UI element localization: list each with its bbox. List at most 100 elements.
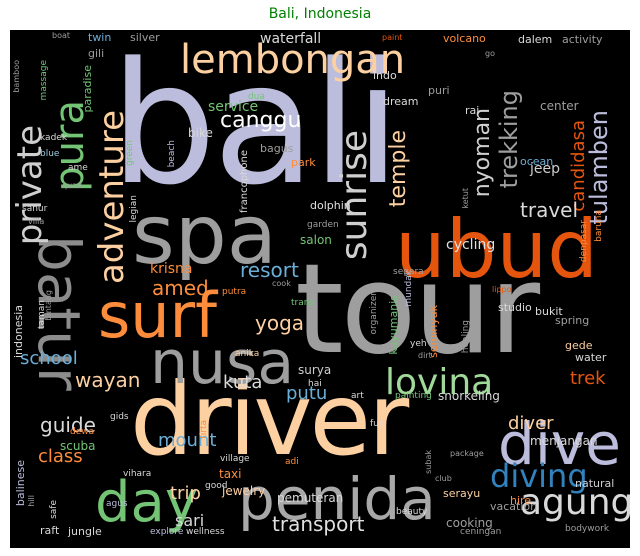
word-denpasar: denpasar <box>579 220 589 263</box>
word-bodywork: bodywork <box>565 524 610 534</box>
word-bamboo: bamboo <box>12 60 21 93</box>
word-kadek: kadek <box>40 133 68 143</box>
word-center: center <box>540 99 579 113</box>
word-jeep: jeep <box>530 161 561 177</box>
word-organizer: organizer <box>369 292 379 335</box>
word-blue: blue <box>40 149 60 159</box>
word-trek: trek <box>570 368 606 389</box>
word-hai: hai <box>308 379 322 389</box>
word-legian: legian <box>129 195 139 223</box>
word-school: school <box>20 348 78 369</box>
word-water: water <box>575 351 607 364</box>
word-volcano: volcano <box>443 32 486 45</box>
word-segara: segara <box>393 267 424 277</box>
word-good: good <box>205 481 228 491</box>
word-penida: penida <box>238 465 436 533</box>
word-menjangan: menjangan <box>530 434 598 448</box>
word-diving: diving <box>490 457 588 495</box>
word-bukit: bukit <box>535 305 563 318</box>
word-gili: gili <box>88 47 105 60</box>
word-club: club <box>435 474 452 483</box>
word-gids: gids <box>110 412 129 422</box>
word-sari: sari <box>175 511 205 530</box>
word-paint: paint <box>382 33 403 42</box>
word-adi: adi <box>285 457 299 467</box>
word-wellness: wellness <box>186 527 225 537</box>
word-dream: dream <box>383 95 419 108</box>
word-kayumanis: kayumanis <box>387 295 400 355</box>
word-trekking: trekking <box>495 90 523 189</box>
word-serayu: serayu <box>443 487 481 500</box>
word-green: green <box>125 140 135 166</box>
word-agus: agus <box>106 499 128 509</box>
word-balinese: balinese <box>14 460 27 507</box>
word-garden: garden <box>307 220 339 230</box>
word-wayan: wayan <box>75 368 141 392</box>
word-tukad: safe <box>49 500 59 519</box>
word-jewelry: jewelry <box>222 484 266 498</box>
word-transport: transport <box>272 512 365 536</box>
word-diver: diver <box>508 413 554 434</box>
word-villa: villa <box>28 217 45 226</box>
word-anika: anika <box>235 349 260 359</box>
word-beach: beach <box>167 140 177 168</box>
word-vacation: vacation <box>490 500 538 513</box>
word-canggu: canggu <box>220 108 302 133</box>
word-pura: pura <box>47 100 93 192</box>
word-service: service <box>208 99 259 115</box>
word-beauty: beauty <box>396 507 428 517</box>
word-temple: temple <box>386 130 411 208</box>
word-dalem: dalem <box>518 33 553 46</box>
word-ocean: ocean <box>520 155 554 168</box>
word-resort: resort <box>240 258 299 282</box>
word-dolphin: dolphin <box>310 199 351 212</box>
word-amed: amed <box>152 276 209 300</box>
word-batur: batur <box>25 235 93 391</box>
word-raft: raft <box>40 524 60 537</box>
word-baruna: baruna <box>594 210 604 242</box>
word-spring: spring <box>555 314 590 327</box>
word-village: village <box>220 454 250 464</box>
word-ame: ame <box>68 163 88 173</box>
word-tulamben: tulamben <box>585 110 613 225</box>
word-sunrise: sunrise <box>334 130 375 261</box>
word-indo: indo <box>373 69 397 82</box>
word-hire: hire <box>510 494 532 507</box>
word-scuba: scuba <box>60 439 96 453</box>
word-ketut: ketut <box>461 188 470 209</box>
word-massage: massage <box>39 60 49 101</box>
word-travel: travel <box>520 198 579 222</box>
word-subak: subak <box>424 450 433 474</box>
word-park: park <box>291 156 316 169</box>
word-trip: trip <box>170 483 201 504</box>
word-safe: hill <box>27 495 36 507</box>
word-putu: putu <box>286 383 328 404</box>
word-spa: spa <box>132 188 278 283</box>
word-vihara: vihara <box>123 469 152 479</box>
word-lovina: lovina <box>385 362 494 403</box>
chart-title: Bali, Indonesia <box>268 6 372 22</box>
word-pemuteran: pemuteran <box>277 491 344 505</box>
word-art: art <box>351 391 364 401</box>
word-putra: putra <box>222 287 247 297</box>
word-ubud: ubud <box>395 203 598 296</box>
word-driver: driver <box>130 361 409 478</box>
word-lippo: lippo <box>492 285 512 294</box>
word-yeh: yeh <box>410 339 427 349</box>
word-cycling: cycling <box>446 237 496 253</box>
word-indonesia: indonesia <box>12 305 25 359</box>
word-nyoman: nyoman <box>470 108 495 198</box>
word-twin: twin <box>88 31 112 44</box>
word-silver: silver <box>130 31 160 44</box>
word-yoga: yoga <box>255 311 305 335</box>
word-puri: puri <box>428 84 450 97</box>
word-agung: agung <box>520 482 630 523</box>
word-tour: tour <box>295 238 540 382</box>
word-day: day <box>95 470 199 535</box>
word-healing: healing <box>461 320 471 354</box>
word-private: private <box>10 125 50 246</box>
word-seminyak: seminyak <box>427 305 440 358</box>
word-ceningan: ceningan <box>460 527 502 537</box>
word-painting: painting <box>395 391 432 401</box>
word-go: go <box>485 49 495 58</box>
